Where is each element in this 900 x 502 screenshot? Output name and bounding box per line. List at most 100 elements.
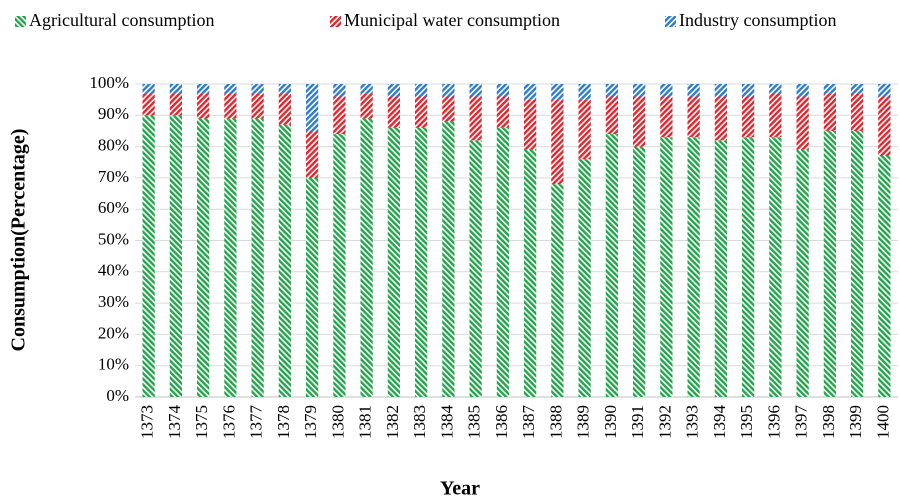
legend-swatch — [330, 16, 341, 27]
bar-segment — [605, 96, 619, 135]
bar-segment — [660, 137, 673, 397]
bar-segment — [850, 130, 864, 397]
bar-segment — [878, 84, 891, 97]
bar-segment — [278, 93, 292, 125]
bar-segment — [251, 84, 264, 94]
bar-segment — [823, 93, 837, 131]
bar-segment — [714, 96, 728, 141]
bar-segment — [769, 93, 782, 138]
bar-segment — [333, 134, 346, 397]
bar-segment — [142, 115, 155, 398]
x-tick-label: 1374 — [165, 405, 184, 440]
bar-segment — [360, 93, 373, 119]
bar-segment — [414, 127, 428, 397]
bar-segment — [196, 93, 210, 119]
bar-segment — [224, 93, 237, 119]
x-tick-label: 1393 — [683, 405, 702, 439]
x-tick-label: 1387 — [519, 405, 538, 440]
x-tick-label: 1386 — [492, 405, 511, 439]
bar-segment — [605, 84, 619, 97]
bar-segment — [687, 96, 700, 138]
bar-segment — [333, 84, 346, 97]
y-tick-label: 10% — [98, 355, 129, 374]
bar-segment — [741, 137, 755, 397]
y-tick-label: 20% — [98, 323, 129, 342]
x-tick-label: 1377 — [247, 405, 266, 440]
bar-segment — [169, 93, 183, 116]
bar-segment — [714, 84, 728, 97]
bar-segment — [878, 155, 891, 397]
bar-segment — [687, 137, 700, 397]
bar-segment — [605, 134, 619, 397]
legend-label: Industry consumption — [679, 10, 837, 30]
bar-segment — [360, 84, 373, 94]
bar-segment — [632, 146, 646, 397]
bar-segment — [823, 84, 837, 94]
x-tick-label: 1394 — [710, 405, 729, 440]
bar-segment — [224, 84, 237, 94]
y-tick-label: 70% — [98, 167, 129, 186]
x-tick-label: 1388 — [546, 405, 565, 439]
y-tick-label: 90% — [98, 104, 129, 123]
x-tick-label: 1389 — [574, 405, 593, 439]
bar-segment — [278, 84, 292, 94]
x-tick-label: 1392 — [655, 405, 674, 439]
bar-segment — [660, 96, 673, 138]
bar-segment — [142, 93, 155, 116]
bar-segment — [169, 84, 183, 94]
bar-segment — [278, 124, 292, 397]
legend-label: Agricultural consumption — [29, 10, 214, 30]
bar-segment — [496, 96, 510, 128]
legend-label: Municipal water consumption — [344, 10, 560, 30]
bar-segment — [305, 177, 319, 397]
bar-segment — [632, 96, 646, 147]
x-tick-label: 1385 — [465, 405, 484, 439]
bar-segment — [878, 96, 891, 156]
bar-segment — [469, 140, 482, 397]
x-tick-label: 1398 — [819, 405, 838, 439]
bar-segment — [660, 84, 673, 97]
x-tick-label: 1381 — [356, 405, 375, 439]
x-tick-label: 1400 — [873, 405, 892, 439]
x-tick-label: 1382 — [383, 405, 402, 439]
bar-segment — [741, 84, 755, 97]
bar-segment — [414, 96, 428, 128]
bar-segment — [578, 99, 591, 160]
y-axis-title: Consumption(Percentage) — [8, 129, 30, 352]
bar-segment — [387, 96, 401, 128]
bar-segment — [523, 84, 537, 100]
bar-segment — [796, 96, 809, 150]
bar-segment — [333, 96, 346, 135]
legend-swatch — [15, 16, 26, 27]
x-tick-label: 1399 — [846, 405, 865, 439]
bar-segment — [360, 118, 373, 398]
bar-segment — [442, 84, 455, 97]
bar-segment — [850, 84, 864, 94]
bar-segment — [414, 84, 428, 97]
bar-segment — [796, 84, 809, 97]
bar-segment — [305, 84, 319, 131]
bar-segment — [251, 93, 264, 119]
bar-segment — [469, 84, 482, 97]
x-tick-label: 1391 — [628, 405, 647, 439]
bar-segment — [496, 127, 510, 397]
bar-segment — [496, 84, 510, 97]
bar-segment — [469, 96, 482, 141]
x-tick-label: 1390 — [601, 405, 620, 439]
bar-segment — [251, 118, 264, 398]
y-tick-label: 40% — [98, 261, 129, 280]
x-tick-label: 1395 — [737, 405, 756, 439]
x-tick-label: 1375 — [192, 405, 211, 439]
x-tick-label: 1383 — [410, 405, 429, 439]
bar-segment — [142, 84, 155, 94]
x-tick-label: 1397 — [792, 405, 811, 440]
legend-swatch — [665, 16, 676, 27]
bar-segment — [769, 84, 782, 94]
bar-segment — [523, 99, 537, 150]
bar-segment — [442, 121, 455, 397]
bar-segment — [796, 149, 809, 397]
bar-segment — [551, 184, 564, 397]
x-tick-label: 1373 — [138, 405, 157, 439]
bar-segment — [196, 84, 210, 94]
